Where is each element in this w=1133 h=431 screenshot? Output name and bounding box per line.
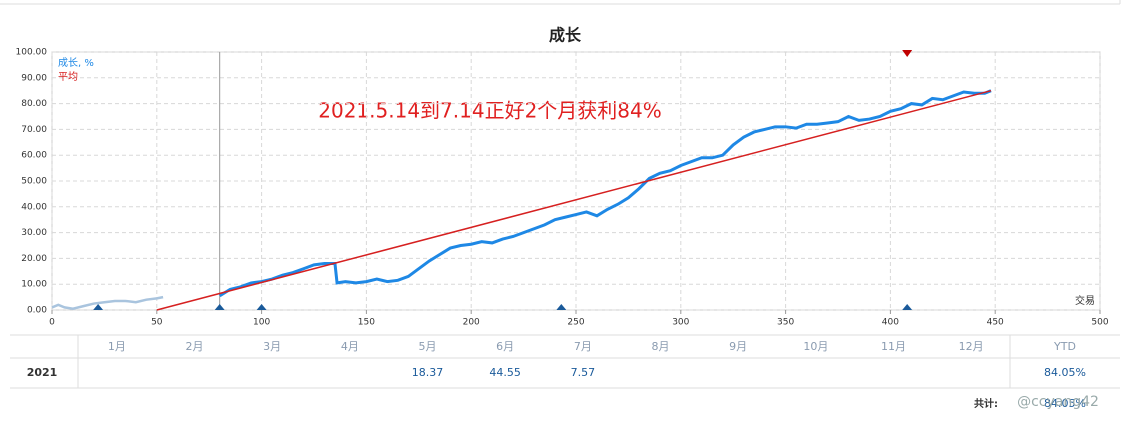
trade-marker — [902, 304, 913, 310]
ytd-value: 84.05% — [1044, 366, 1086, 379]
x-tick-label: 100 — [253, 318, 270, 328]
month-header: 9月 — [729, 340, 747, 353]
y-tick-label: 20.00 — [21, 254, 47, 264]
month-header: 10月 — [803, 340, 828, 353]
trade-marker — [256, 304, 267, 310]
month-header: 5月 — [419, 340, 437, 353]
series-line — [218, 89, 992, 298]
x-tick-label: 150 — [358, 318, 375, 328]
legend-entry: 平均 — [58, 71, 78, 83]
month-header: 3月 — [263, 340, 281, 353]
annotation: 2021.5.14到7.14正好2个月获利84% — [318, 99, 662, 123]
x-axis-label: 交易 — [1075, 294, 1095, 307]
trade-marker — [93, 304, 104, 310]
y-tick-label: 60.00 — [21, 151, 47, 161]
x-tick-label: 250 — [567, 318, 584, 328]
trade-marker — [214, 304, 225, 310]
watermark: @ccyang42 — [1017, 394, 1099, 410]
top-marker — [902, 50, 913, 57]
y-tick-label: 100.00 — [16, 48, 48, 58]
series-line — [51, 295, 164, 310]
y-tick-label: 80.00 — [21, 99, 47, 109]
x-tick-label: 500 — [1091, 318, 1108, 328]
month-header: 2月 — [186, 340, 204, 353]
month-value: 18.37 — [412, 366, 444, 379]
y-tick-label: 70.00 — [21, 125, 47, 135]
y-tick-label: 30.00 — [21, 228, 47, 238]
chart-title: 成长 — [549, 26, 582, 45]
y-tick-label: 0.00 — [27, 306, 47, 316]
y-tick-label: 90.00 — [21, 73, 47, 83]
month-header: 1月 — [108, 340, 126, 353]
month-header: 11月 — [881, 340, 906, 353]
y-tick-label: 10.00 — [21, 280, 47, 290]
total-label: 共计: — [974, 397, 998, 410]
x-tick-label: 200 — [463, 318, 480, 328]
month-value: 44.55 — [489, 366, 521, 379]
series-line — [156, 89, 992, 311]
month-header: 8月 — [652, 340, 670, 353]
total-value: 84.05% — [1044, 397, 1086, 410]
x-tick-label: 0 — [49, 318, 55, 328]
month-header: 6月 — [496, 340, 514, 353]
y-tick-label: 50.00 — [21, 177, 47, 187]
row-year: 2021 — [27, 366, 58, 379]
trade-marker — [556, 304, 567, 310]
x-tick-label: 450 — [987, 318, 1004, 328]
x-tick-label: 50 — [151, 318, 163, 328]
legend-entry: 成长, % — [58, 57, 94, 69]
month-header: 4月 — [341, 340, 359, 353]
y-tick-label: 40.00 — [21, 202, 47, 212]
month-header: 12月 — [959, 340, 984, 353]
ytd-header: YTD — [1053, 340, 1076, 353]
x-tick-label: 350 — [777, 318, 794, 328]
x-tick-label: 300 — [672, 318, 689, 328]
x-tick-label: 400 — [882, 318, 899, 328]
month-value: 7.57 — [571, 366, 596, 379]
month-header: 7月 — [574, 340, 592, 353]
